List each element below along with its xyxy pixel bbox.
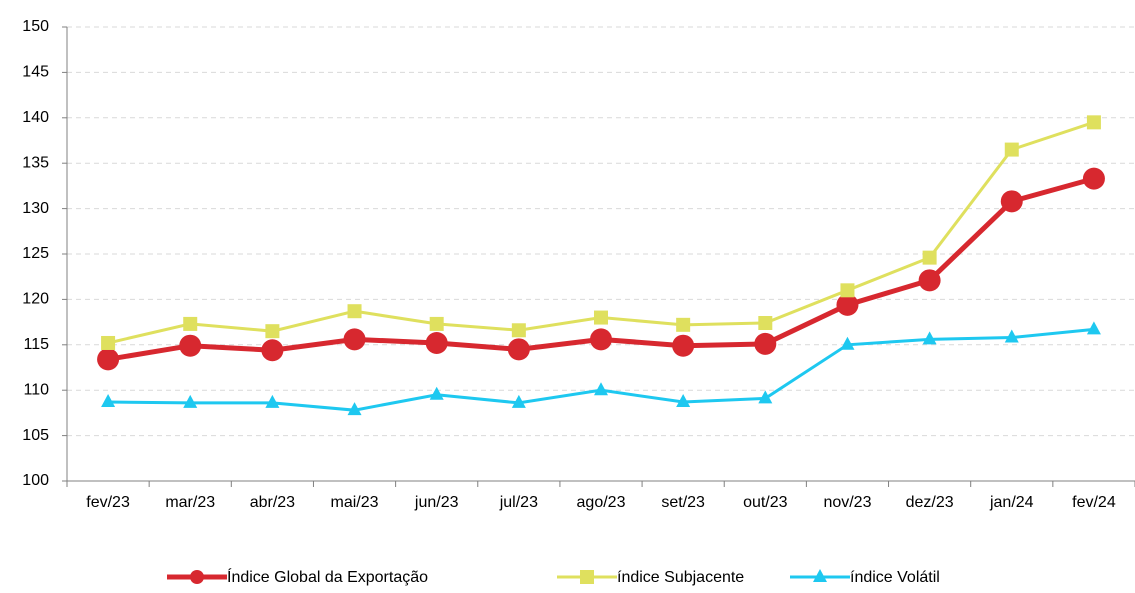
point [1086, 321, 1101, 335]
point [343, 328, 366, 351]
point [1004, 329, 1019, 343]
point [758, 316, 773, 331]
y-tick-label: 135 [22, 154, 49, 171]
point [1086, 115, 1101, 130]
x-tick-label: out/23 [743, 494, 788, 511]
x-tick-label: fev/24 [1072, 494, 1116, 511]
y-tick-label: 130 [22, 200, 49, 217]
y-tick-label: 100 [22, 472, 49, 489]
point [101, 394, 116, 408]
point [1000, 190, 1023, 213]
series [101, 321, 1101, 416]
point [672, 334, 695, 357]
point [922, 331, 937, 345]
point [425, 331, 448, 354]
point [590, 328, 612, 351]
point [594, 310, 608, 325]
point [580, 570, 594, 584]
y-tick-label: 150 [22, 18, 49, 35]
legend: Índice Global da Exportação índice Subjac… [167, 567, 940, 586]
point [758, 390, 773, 404]
y-tick-label: 105 [22, 427, 49, 444]
point [1082, 167, 1105, 190]
x-tick-label: nov/23 [823, 494, 871, 511]
point [676, 394, 691, 408]
x-tick-label: jun/23 [414, 494, 459, 511]
point [429, 316, 444, 331]
series-line [107, 120, 1095, 345]
point [594, 382, 608, 396]
x-tick-label: set/23 [661, 494, 705, 511]
point [265, 324, 280, 339]
point [347, 304, 362, 319]
y-tick-label: 125 [22, 245, 49, 262]
y-tick-label: 110 [23, 381, 49, 398]
point [97, 348, 120, 371]
x-tick-label: mai/23 [331, 494, 379, 511]
point [754, 332, 777, 355]
x-tick-label: ago/23 [577, 494, 626, 511]
point [183, 316, 198, 331]
point [676, 317, 691, 332]
point [183, 394, 198, 408]
point [261, 339, 284, 362]
point [511, 394, 526, 408]
point [922, 250, 937, 265]
series [97, 167, 1105, 371]
y-tick-label: 115 [23, 336, 49, 353]
point [179, 334, 202, 357]
x-tick-label: mar/23 [165, 494, 215, 511]
point [813, 569, 827, 582]
point [1004, 142, 1019, 157]
point [265, 394, 280, 408]
point [836, 293, 859, 316]
point [840, 283, 855, 298]
point [347, 402, 362, 416]
point [101, 335, 116, 350]
point [429, 386, 444, 400]
x-tick-label: jan/24 [989, 494, 1034, 511]
point [511, 323, 526, 338]
point [507, 338, 530, 361]
point [190, 570, 204, 584]
point [918, 269, 941, 292]
x-tick-label: fev/23 [86, 494, 130, 511]
series [101, 115, 1101, 350]
legend-label: Índice Global da Exportação [227, 567, 428, 586]
y-tick-label: 140 [22, 109, 49, 126]
legend-label: índice Volátil [850, 569, 940, 586]
x-tick-label: abr/23 [250, 494, 295, 511]
y-tick-label: 145 [22, 64, 49, 81]
x-tick-label: dez/23 [906, 494, 954, 511]
point [840, 336, 855, 350]
legend-label: índice Subjacente [617, 569, 744, 586]
y-tick-label: 120 [22, 291, 49, 308]
x-tick-label: jul/23 [499, 494, 538, 511]
